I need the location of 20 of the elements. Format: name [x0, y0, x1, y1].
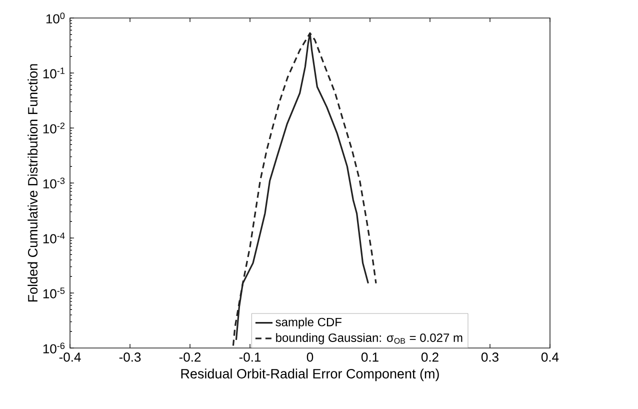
legend-label: sample CDF — [276, 318, 342, 329]
y-tick-label: 10$^{-4}$ — [43, 232, 65, 244]
y-tick-label: 10$^{-1}$ — [43, 68, 65, 78]
x-tick-label: 0.3 — [481, 352, 498, 362]
x-tick-label: -0.3 — [119, 352, 141, 362]
x-tick-label: 0.2 — [421, 352, 438, 362]
x-tick-label: 0.1 — [361, 352, 378, 362]
x-tick-label: 0 — [306, 352, 314, 362]
y-tick-label: 10$^{-5}$ — [43, 288, 65, 298]
x-tick-label: 0.4 — [541, 352, 559, 362]
x-tick-label: -0.4 — [59, 352, 81, 362]
x-axis-title: Residual Orbit-Radial Error Component (m) — [181, 368, 439, 382]
y-tick-label: 10$^{-6}$ — [43, 342, 65, 354]
y-tick-label: 10$^{0}$ — [46, 12, 65, 24]
x-tick-label: -0.2 — [179, 352, 201, 362]
x-tick-label: -0.1 — [239, 352, 261, 362]
y-tick-label: 10$^{-2}$ — [43, 122, 65, 134]
y-tick-label: 10$^{-3}$ — [43, 178, 65, 188]
y-axis-title: Folded Cumulative Distribution Function — [28, 64, 38, 302]
legend-label: bounding Gaussian: σ$_{OB}$ = 0.027 m — [276, 333, 462, 344]
